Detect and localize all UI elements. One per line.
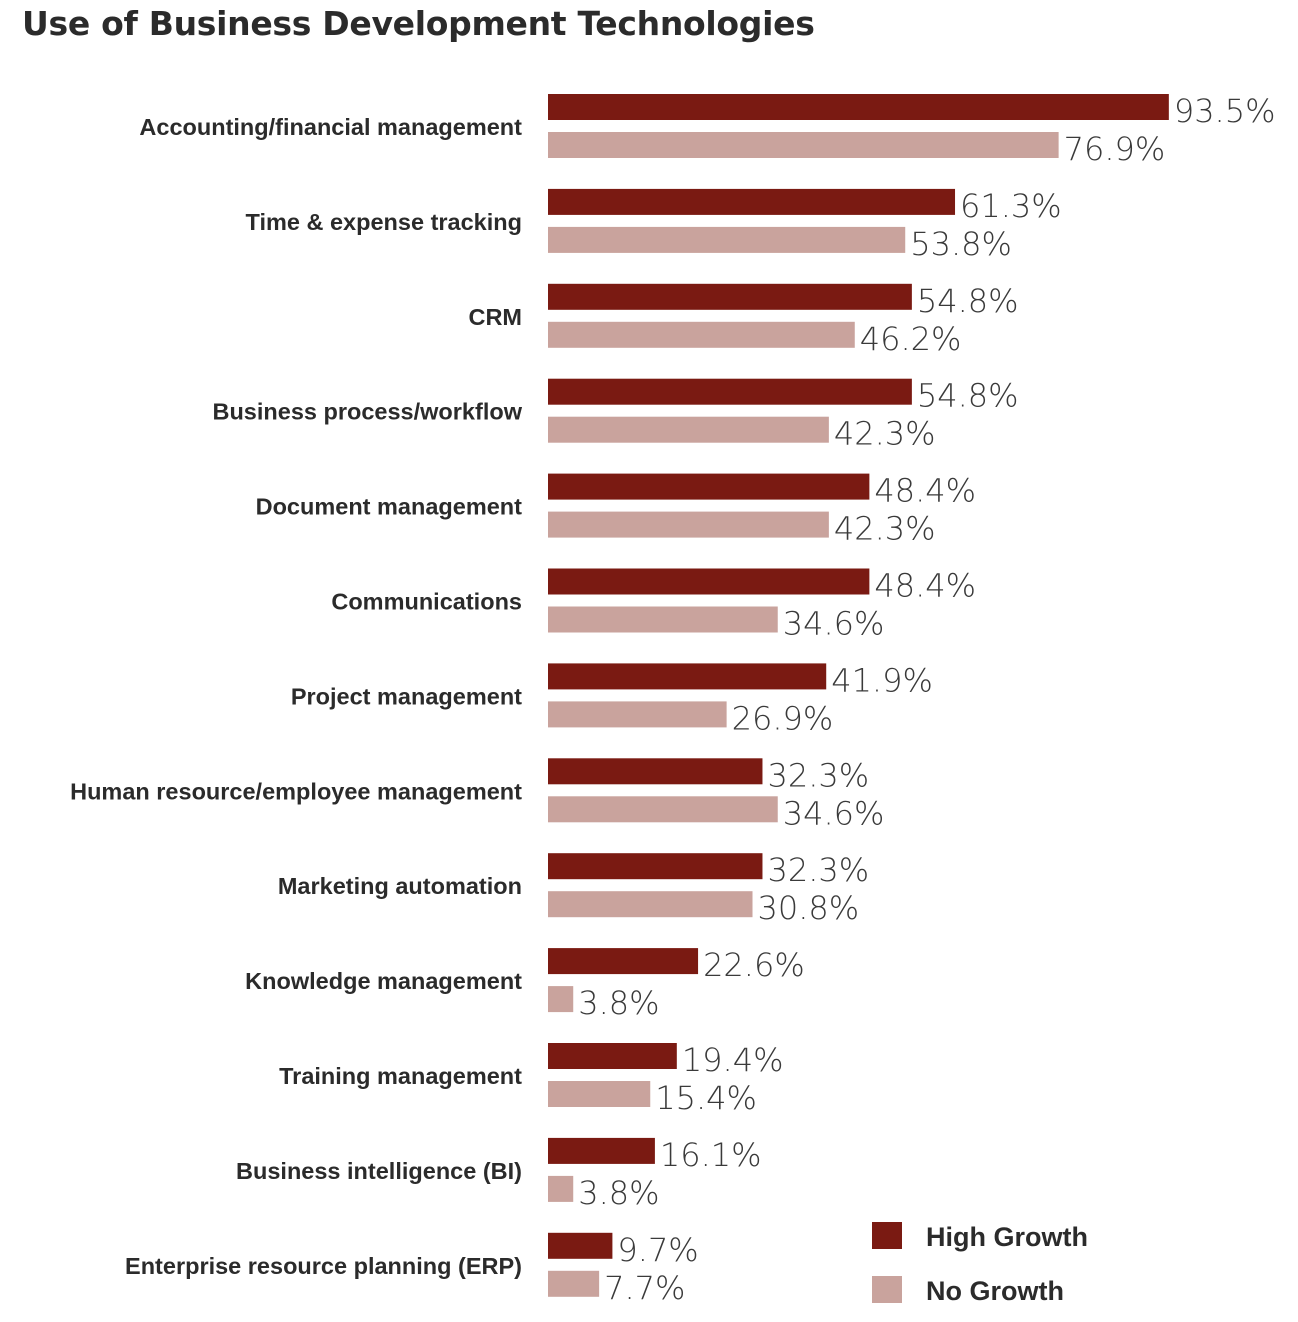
bar-high-growth-accounting-financial-management (548, 94, 1169, 120)
bar-no-growth-project-management (548, 701, 727, 728)
bar-high-growth-crm (548, 283, 912, 310)
data-label-no-growth-marketing-automation: 30.8% (758, 889, 860, 927)
bars-layer: Accounting/financial management 93.5%76.9… (70, 92, 1275, 1307)
category-label-crm: CRM (468, 304, 522, 330)
data-label-high-growth-project-management: 41.9% (831, 661, 933, 699)
data-label-no-growth-business-process-workflow: 42.3% (834, 415, 936, 453)
data-label-no-growth-document-management: 42.3% (834, 510, 936, 548)
bar-no-growth-communications (548, 606, 778, 633)
data-label-no-growth-human-resource-employee-management: 34.6% (783, 794, 885, 832)
bar-high-growth-human-resource-employee-management (548, 758, 763, 785)
bar-no-growth-knowledge-management (548, 986, 574, 1013)
data-label-no-growth-time-expense-tracking: 53.8% (910, 225, 1012, 263)
bar-high-growth-communications (548, 568, 870, 595)
legend-swatch-no-growth (872, 1276, 902, 1303)
chart-title: Use of Business Development Technologies (22, 4, 815, 43)
data-label-high-growth-human-resource-employee-management: 32.3% (767, 756, 869, 794)
bar-high-growth-knowledge-management (548, 948, 699, 975)
data-label-no-growth-knowledge-management: 3.8% (578, 984, 659, 1022)
data-label-no-growth-accounting-financial-management: 76.9% (1064, 130, 1166, 168)
legend: High Growth No Growth (872, 1222, 1088, 1306)
legend-label-no-growth: No Growth (926, 1276, 1064, 1306)
data-label-high-growth-time-expense-tracking: 61.3% (960, 187, 1062, 225)
data-label-high-growth-knowledge-management: 22.6% (703, 946, 805, 984)
bar-high-growth-business-process-workflow (548, 378, 912, 405)
bar-no-growth-crm (548, 321, 855, 348)
bar-high-growth-document-management (548, 473, 870, 500)
bar-high-growth-project-management (548, 663, 827, 690)
bar-no-growth-human-resource-employee-management (548, 796, 778, 823)
bar-no-growth-document-management (548, 511, 829, 538)
bar-high-growth-marketing-automation (548, 853, 763, 880)
data-label-no-growth-business-intelligence-bi: 3.8% (578, 1174, 659, 1212)
category-label-knowledge-management: Knowledge management (245, 968, 522, 994)
category-label-communications: Communications (331, 589, 522, 615)
category-label-business-intelligence-bi: Business intelligence (BI) (236, 1158, 522, 1184)
category-label-enterprise-resource-planning-erp: Enterprise resource planning (ERP) (125, 1253, 522, 1279)
data-label-no-growth-crm: 46.2% (860, 320, 962, 358)
data-label-high-growth-business-intelligence-bi: 16.1% (660, 1136, 762, 1174)
bar-no-growth-training-management (548, 1081, 651, 1107)
bar-no-growth-accounting-financial-management (548, 132, 1059, 158)
category-label-document-management: Document management (256, 494, 523, 520)
category-label-marketing-automation: Marketing automation (278, 873, 522, 899)
bar-no-growth-enterprise-resource-planning-erp (548, 1270, 600, 1297)
category-label-business-process-workflow: Business process/workflow (212, 399, 522, 425)
category-label-accounting-financial-management: Accounting/financial management (139, 114, 522, 140)
data-label-no-growth-communications: 34.6% (783, 605, 885, 643)
data-label-high-growth-training-management: 19.4% (682, 1041, 784, 1079)
bar-no-growth-business-process-workflow (548, 416, 829, 443)
data-label-no-growth-training-management: 15.4% (655, 1079, 757, 1117)
data-label-high-growth-marketing-automation: 32.3% (767, 851, 869, 889)
legend-label-high-growth: High Growth (926, 1222, 1088, 1252)
bar-high-growth-business-intelligence-bi (548, 1137, 655, 1164)
data-label-high-growth-crm: 54.8% (917, 282, 1019, 320)
category-label-training-management: Training management (279, 1063, 522, 1089)
category-label-project-management: Project management (291, 683, 522, 709)
data-label-no-growth-enterprise-resource-planning-erp: 7.7% (604, 1269, 685, 1307)
data-label-high-growth-document-management: 48.4% (874, 472, 976, 510)
bar-no-growth-business-intelligence-bi (548, 1175, 574, 1202)
category-label-time-expense-tracking: Time & expense tracking (246, 209, 522, 235)
data-label-no-growth-project-management: 26.9% (732, 699, 834, 737)
legend-swatch-high-growth (872, 1222, 902, 1249)
bar-high-growth-enterprise-resource-planning-erp (548, 1232, 613, 1259)
data-label-high-growth-business-process-workflow: 54.8% (917, 377, 1019, 415)
bar-high-growth-training-management (548, 1043, 677, 1069)
bar-no-growth-time-expense-tracking (548, 226, 906, 253)
bar-no-growth-marketing-automation (548, 891, 753, 918)
data-label-high-growth-enterprise-resource-planning-erp: 9.7% (617, 1231, 698, 1269)
category-label-human-resource-employee-management: Human resource/employee management (70, 778, 522, 804)
bar-high-growth-time-expense-tracking (548, 188, 956, 215)
data-label-high-growth-communications: 48.4% (874, 567, 976, 605)
data-label-high-growth-accounting-financial-management: 93.5% (1174, 92, 1276, 130)
